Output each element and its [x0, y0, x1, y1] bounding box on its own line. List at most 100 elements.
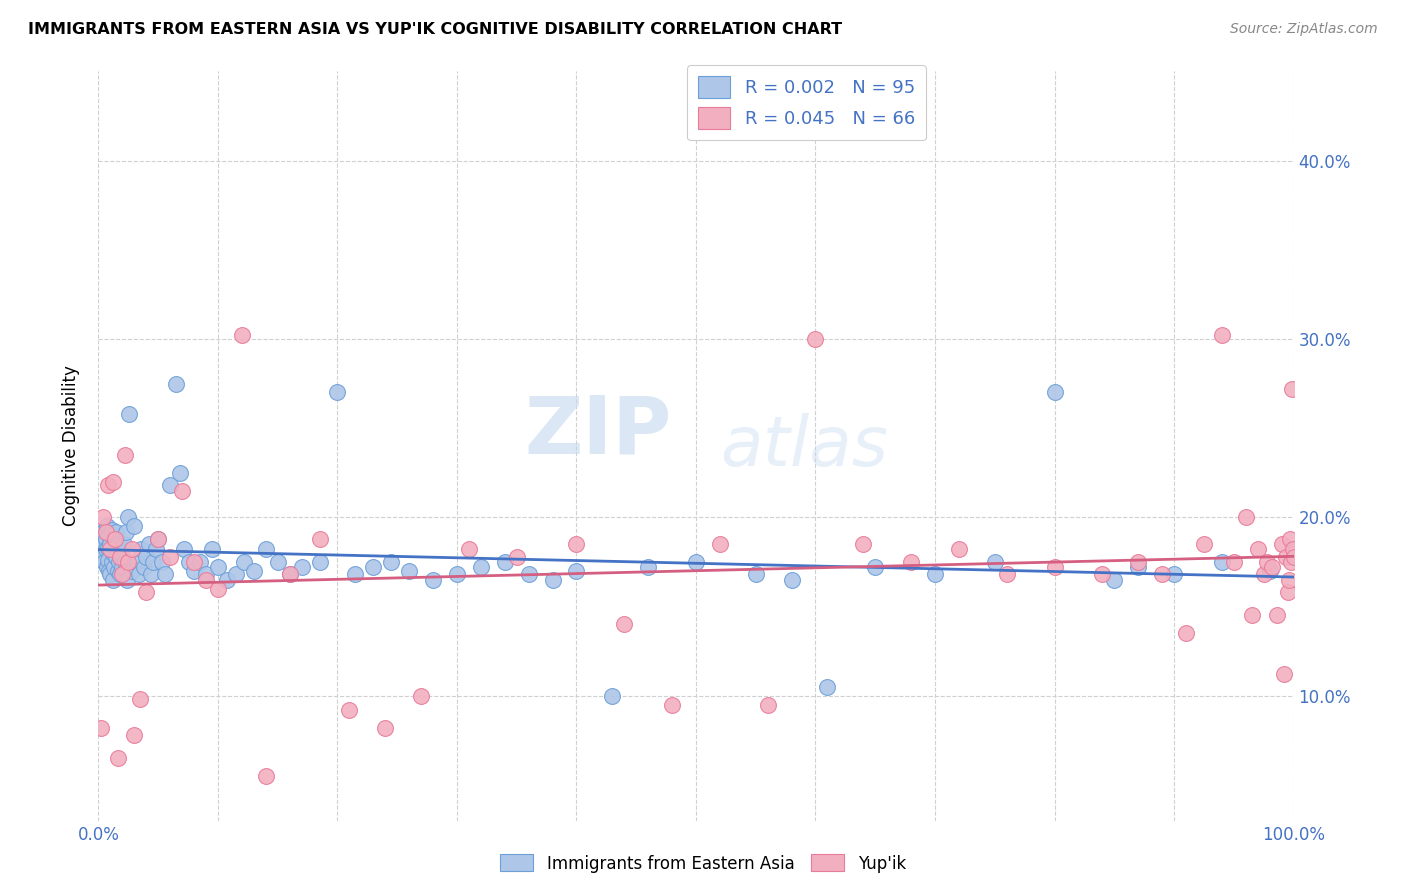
Point [308, 555, 330, 569]
Point [278, 567, 301, 582]
Point [97, 478, 120, 492]
Point [114, 555, 136, 569]
Point [94, 532, 117, 546]
Point [661, 698, 683, 712]
Point [165, 376, 187, 391]
Point [243, 564, 266, 578]
Point [1211, 328, 1233, 343]
Text: ZIP: ZIP [524, 392, 672, 470]
Point [135, 549, 157, 564]
Point [94, 524, 117, 539]
Point [183, 564, 205, 578]
Point [135, 585, 157, 599]
Text: Source: ZipAtlas.com: Source: ZipAtlas.com [1230, 22, 1378, 37]
Point [1152, 567, 1174, 582]
Point [114, 448, 136, 462]
Point [124, 728, 146, 742]
Point [363, 560, 385, 574]
Point [1163, 567, 1185, 582]
Point [470, 560, 492, 574]
Point [1234, 510, 1257, 524]
Point [100, 555, 122, 569]
Point [254, 769, 277, 783]
Point [1271, 537, 1294, 551]
Point [984, 555, 1007, 569]
Point [169, 466, 191, 480]
Point [139, 567, 162, 582]
Point [380, 555, 402, 569]
Point [98, 567, 122, 582]
Point [924, 567, 946, 582]
Point [103, 560, 125, 574]
Point [756, 698, 779, 712]
Point [685, 555, 707, 569]
Point [1278, 532, 1301, 546]
Point [446, 567, 468, 582]
Point [1282, 549, 1305, 564]
Point [1223, 555, 1246, 569]
Point [291, 560, 314, 574]
Point [195, 567, 218, 582]
Point [183, 555, 205, 569]
Point [91, 524, 114, 539]
Point [494, 555, 516, 569]
Legend: R = 0.002   N = 95, R = 0.045   N = 66: R = 0.002 N = 95, R = 0.045 N = 66 [688, 65, 927, 140]
Point [1256, 555, 1278, 569]
Point [104, 532, 127, 546]
Point [111, 560, 134, 574]
Point [118, 407, 141, 421]
Point [145, 542, 167, 557]
Point [804, 332, 827, 346]
Legend: Immigrants from Eastern Asia, Yup'ik: Immigrants from Eastern Asia, Yup'ik [494, 847, 912, 880]
Point [132, 560, 155, 574]
Point [98, 537, 122, 551]
Point [565, 537, 588, 551]
Point [1091, 567, 1114, 582]
Point [326, 385, 349, 400]
Point [91, 510, 114, 524]
Point [101, 475, 124, 489]
Point [107, 555, 129, 569]
Point [117, 510, 139, 524]
Point [159, 549, 181, 564]
Point [125, 555, 148, 569]
Point [233, 555, 256, 569]
Point [1265, 608, 1288, 623]
Point [374, 721, 396, 735]
Point [107, 564, 129, 578]
Point [865, 560, 887, 574]
Point [1192, 537, 1215, 551]
Point [110, 546, 132, 560]
Point [108, 549, 131, 564]
Point [188, 555, 211, 569]
Point [105, 549, 128, 564]
Point [103, 532, 125, 546]
Point [1104, 573, 1126, 587]
Point [709, 537, 731, 551]
Point [1128, 560, 1150, 574]
Point [111, 567, 134, 582]
Point [900, 555, 922, 569]
Point [422, 573, 444, 587]
Point [94, 542, 117, 557]
Point [745, 567, 768, 582]
Point [1275, 549, 1298, 564]
Point [339, 703, 361, 717]
Point [96, 519, 118, 533]
Point [179, 555, 201, 569]
Text: atlas: atlas [720, 412, 887, 480]
Point [97, 541, 120, 555]
Point [565, 564, 588, 578]
Point [128, 567, 150, 582]
Point [1279, 555, 1302, 569]
Point [217, 573, 239, 587]
Point [121, 542, 143, 557]
Point [101, 573, 124, 587]
Point [201, 542, 224, 557]
Point [225, 567, 247, 582]
Point [1272, 667, 1295, 681]
Point [131, 542, 153, 557]
Point [308, 532, 330, 546]
Point [97, 553, 120, 567]
Point [115, 573, 138, 587]
